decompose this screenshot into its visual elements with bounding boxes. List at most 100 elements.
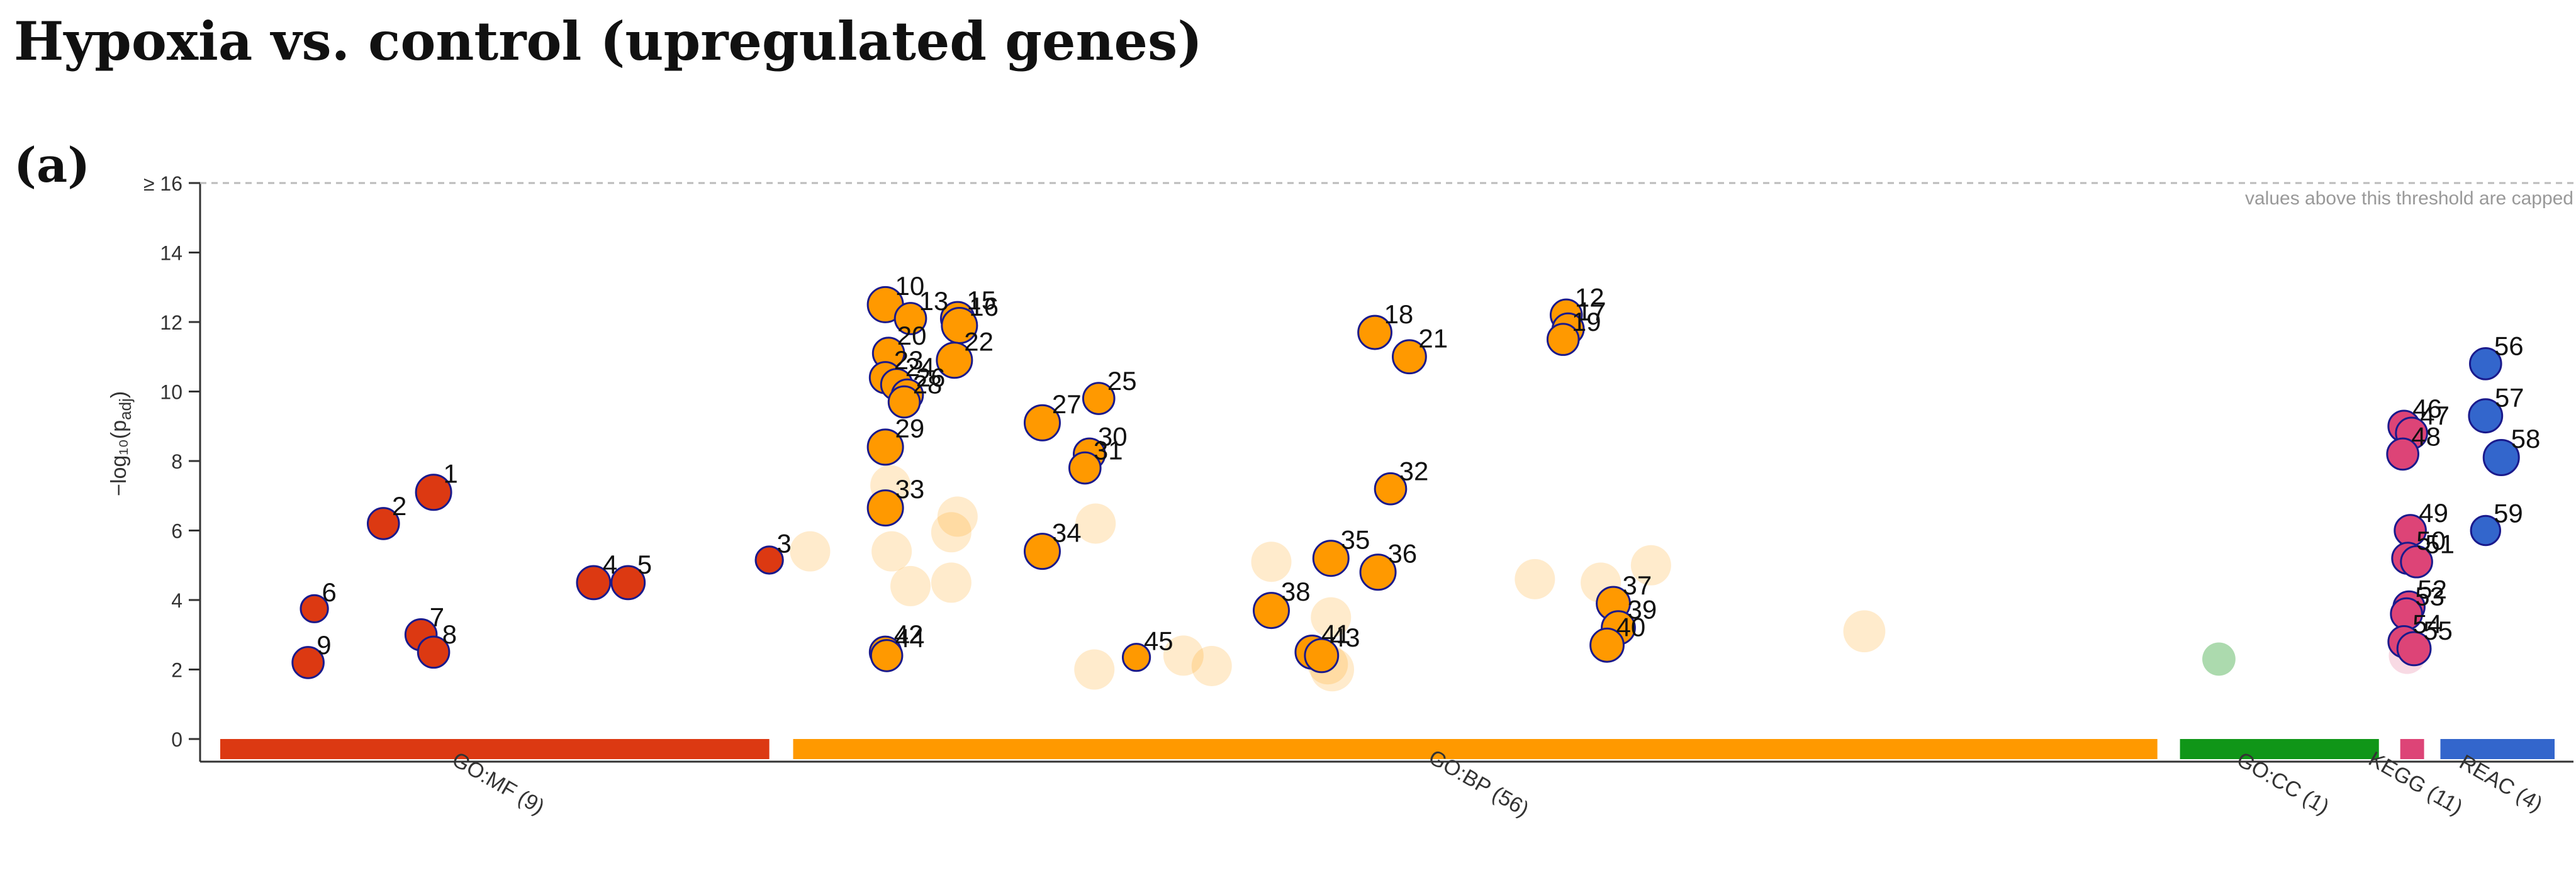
data-point-label: 3 bbox=[777, 529, 792, 558]
data-point-label: 59 bbox=[2494, 499, 2523, 528]
data-point bbox=[1589, 627, 1625, 663]
data-point bbox=[1546, 323, 1580, 356]
data-point-label: 19 bbox=[1572, 307, 1601, 336]
data-point bbox=[1304, 638, 1340, 674]
background-point bbox=[1191, 645, 1232, 686]
data-point bbox=[1068, 451, 1102, 485]
data-point-label: 22 bbox=[964, 326, 994, 356]
data-point-label: 10 bbox=[895, 271, 925, 301]
data-point bbox=[1357, 314, 1392, 350]
background-point bbox=[1843, 610, 1886, 653]
background-point bbox=[2202, 642, 2236, 676]
data-point-label: 29 bbox=[895, 414, 925, 443]
data-point-label: 54 bbox=[2412, 609, 2442, 639]
background-point bbox=[1163, 635, 1204, 676]
data-point bbox=[1023, 404, 1061, 442]
data-point-label: 49 bbox=[2419, 498, 2448, 528]
data-point bbox=[1252, 592, 1290, 630]
data-point-label: 38 bbox=[1281, 577, 1311, 606]
data-point bbox=[610, 565, 646, 601]
data-point-label: 8 bbox=[442, 620, 457, 649]
data-point-label: 18 bbox=[1384, 299, 1414, 329]
data-point-label: 58 bbox=[2511, 424, 2541, 453]
data-point bbox=[1023, 533, 1061, 570]
data-point bbox=[866, 428, 904, 466]
data-point bbox=[887, 385, 921, 419]
background-point bbox=[1074, 649, 1115, 690]
data-point bbox=[576, 565, 612, 601]
data-point-label: 33 bbox=[895, 474, 925, 504]
data-point-label: 30 bbox=[1098, 421, 1128, 451]
cap-threshold: values above this threshold are capped bbox=[200, 182, 2573, 209]
data-point bbox=[367, 507, 400, 540]
data-point-label: 56 bbox=[2494, 331, 2524, 361]
data-point-label: 48 bbox=[2411, 421, 2441, 451]
highlighted-points bbox=[291, 286, 2520, 679]
background-point bbox=[1251, 542, 1292, 582]
data-point-label: 23 bbox=[894, 345, 924, 375]
source-bar bbox=[793, 739, 2158, 759]
data-point-label: 5 bbox=[637, 550, 652, 579]
data-point bbox=[1121, 643, 1151, 672]
data-point-label: 43 bbox=[1331, 623, 1360, 652]
data-point-label: 36 bbox=[1387, 538, 1417, 568]
data-point-label: 9 bbox=[316, 630, 331, 660]
background-point bbox=[931, 512, 972, 553]
data-point-label: 57 bbox=[2495, 383, 2524, 413]
background-points bbox=[790, 465, 2426, 692]
data-point-label: 26 bbox=[916, 362, 946, 392]
page-title: Hypoxia vs. control (upregulated genes) bbox=[14, 10, 1203, 72]
y-tick-label: 12 bbox=[160, 311, 182, 334]
data-point bbox=[417, 635, 451, 669]
data-point-label: 40 bbox=[1616, 612, 1646, 642]
background-point bbox=[790, 531, 831, 572]
data-point bbox=[1374, 472, 1408, 506]
data-point-label: 28 bbox=[913, 369, 943, 399]
y-tick-label: 4 bbox=[171, 589, 182, 612]
data-point-label: 15 bbox=[966, 286, 996, 315]
y-tick-label: 8 bbox=[171, 450, 182, 473]
data-point bbox=[893, 302, 927, 335]
y-cap-tick-label: ≥ 16 bbox=[143, 172, 182, 195]
data-point-label: 41 bbox=[1321, 619, 1351, 648]
data-point-label: 24 bbox=[905, 352, 935, 382]
data-point bbox=[870, 639, 904, 672]
data-point-label: 51 bbox=[2425, 530, 2455, 559]
source-label: REAC (4) bbox=[2455, 750, 2546, 817]
y-tick-label: 0 bbox=[171, 728, 182, 751]
data-point-label: 50 bbox=[2416, 526, 2446, 555]
data-point-label: 53 bbox=[2415, 581, 2444, 611]
data-point bbox=[754, 545, 784, 575]
background-point bbox=[871, 531, 912, 572]
data-point bbox=[1082, 382, 1116, 415]
background-point bbox=[1075, 503, 1116, 544]
data-point-label: 37 bbox=[1623, 570, 1652, 600]
data-point-label: 55 bbox=[2423, 616, 2453, 645]
data-point bbox=[2468, 398, 2504, 434]
source-bar bbox=[2400, 739, 2424, 759]
data-point-label: 1 bbox=[443, 458, 457, 488]
data-point-label: 32 bbox=[1399, 457, 1429, 486]
y-axis-title: −log₁₀(padj) bbox=[107, 391, 135, 496]
data-point bbox=[2482, 438, 2520, 476]
data-point bbox=[291, 646, 325, 679]
data-point-label: 46 bbox=[2412, 394, 2442, 423]
data-point bbox=[1312, 540, 1350, 577]
data-point-label: 4 bbox=[603, 550, 617, 579]
data-point bbox=[1359, 553, 1397, 591]
y-tick-label: 14 bbox=[160, 242, 182, 265]
data-point bbox=[2400, 545, 2433, 579]
data-point-label: 35 bbox=[1341, 525, 1370, 554]
source-bars bbox=[220, 739, 2555, 759]
data-point-label: 25 bbox=[1107, 366, 1137, 396]
data-point bbox=[2468, 347, 2502, 381]
data-point bbox=[300, 594, 329, 623]
background-point bbox=[890, 565, 931, 606]
source-bar bbox=[2180, 739, 2379, 759]
data-point bbox=[2470, 514, 2501, 547]
data-point bbox=[936, 342, 973, 379]
data-point-label: 7 bbox=[430, 603, 444, 632]
source-bar bbox=[220, 739, 770, 759]
